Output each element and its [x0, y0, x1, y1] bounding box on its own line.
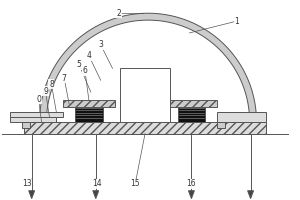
Polygon shape [24, 122, 266, 134]
Text: 0: 0 [36, 95, 41, 104]
Text: 13: 13 [22, 179, 32, 188]
Text: 9: 9 [43, 87, 48, 96]
Text: 2: 2 [116, 9, 121, 18]
Text: 1: 1 [234, 17, 239, 26]
Text: 8: 8 [49, 80, 54, 89]
Text: 6: 6 [82, 66, 87, 75]
Text: 14: 14 [92, 179, 102, 188]
Polygon shape [217, 122, 225, 128]
Polygon shape [166, 100, 217, 107]
Text: 3: 3 [98, 40, 103, 49]
Polygon shape [188, 191, 194, 199]
Polygon shape [217, 112, 266, 122]
Polygon shape [178, 106, 205, 122]
Polygon shape [75, 106, 103, 122]
Polygon shape [40, 13, 256, 122]
Text: 7: 7 [62, 74, 67, 83]
Polygon shape [93, 191, 99, 199]
Polygon shape [63, 100, 115, 107]
Polygon shape [29, 191, 34, 199]
Polygon shape [248, 191, 254, 199]
Polygon shape [10, 112, 63, 117]
Polygon shape [120, 68, 170, 122]
Text: 5: 5 [76, 60, 81, 69]
Text: 16: 16 [187, 179, 196, 188]
Text: 15: 15 [130, 179, 140, 188]
Polygon shape [22, 122, 30, 128]
Polygon shape [10, 117, 56, 122]
Text: 4: 4 [86, 51, 91, 60]
